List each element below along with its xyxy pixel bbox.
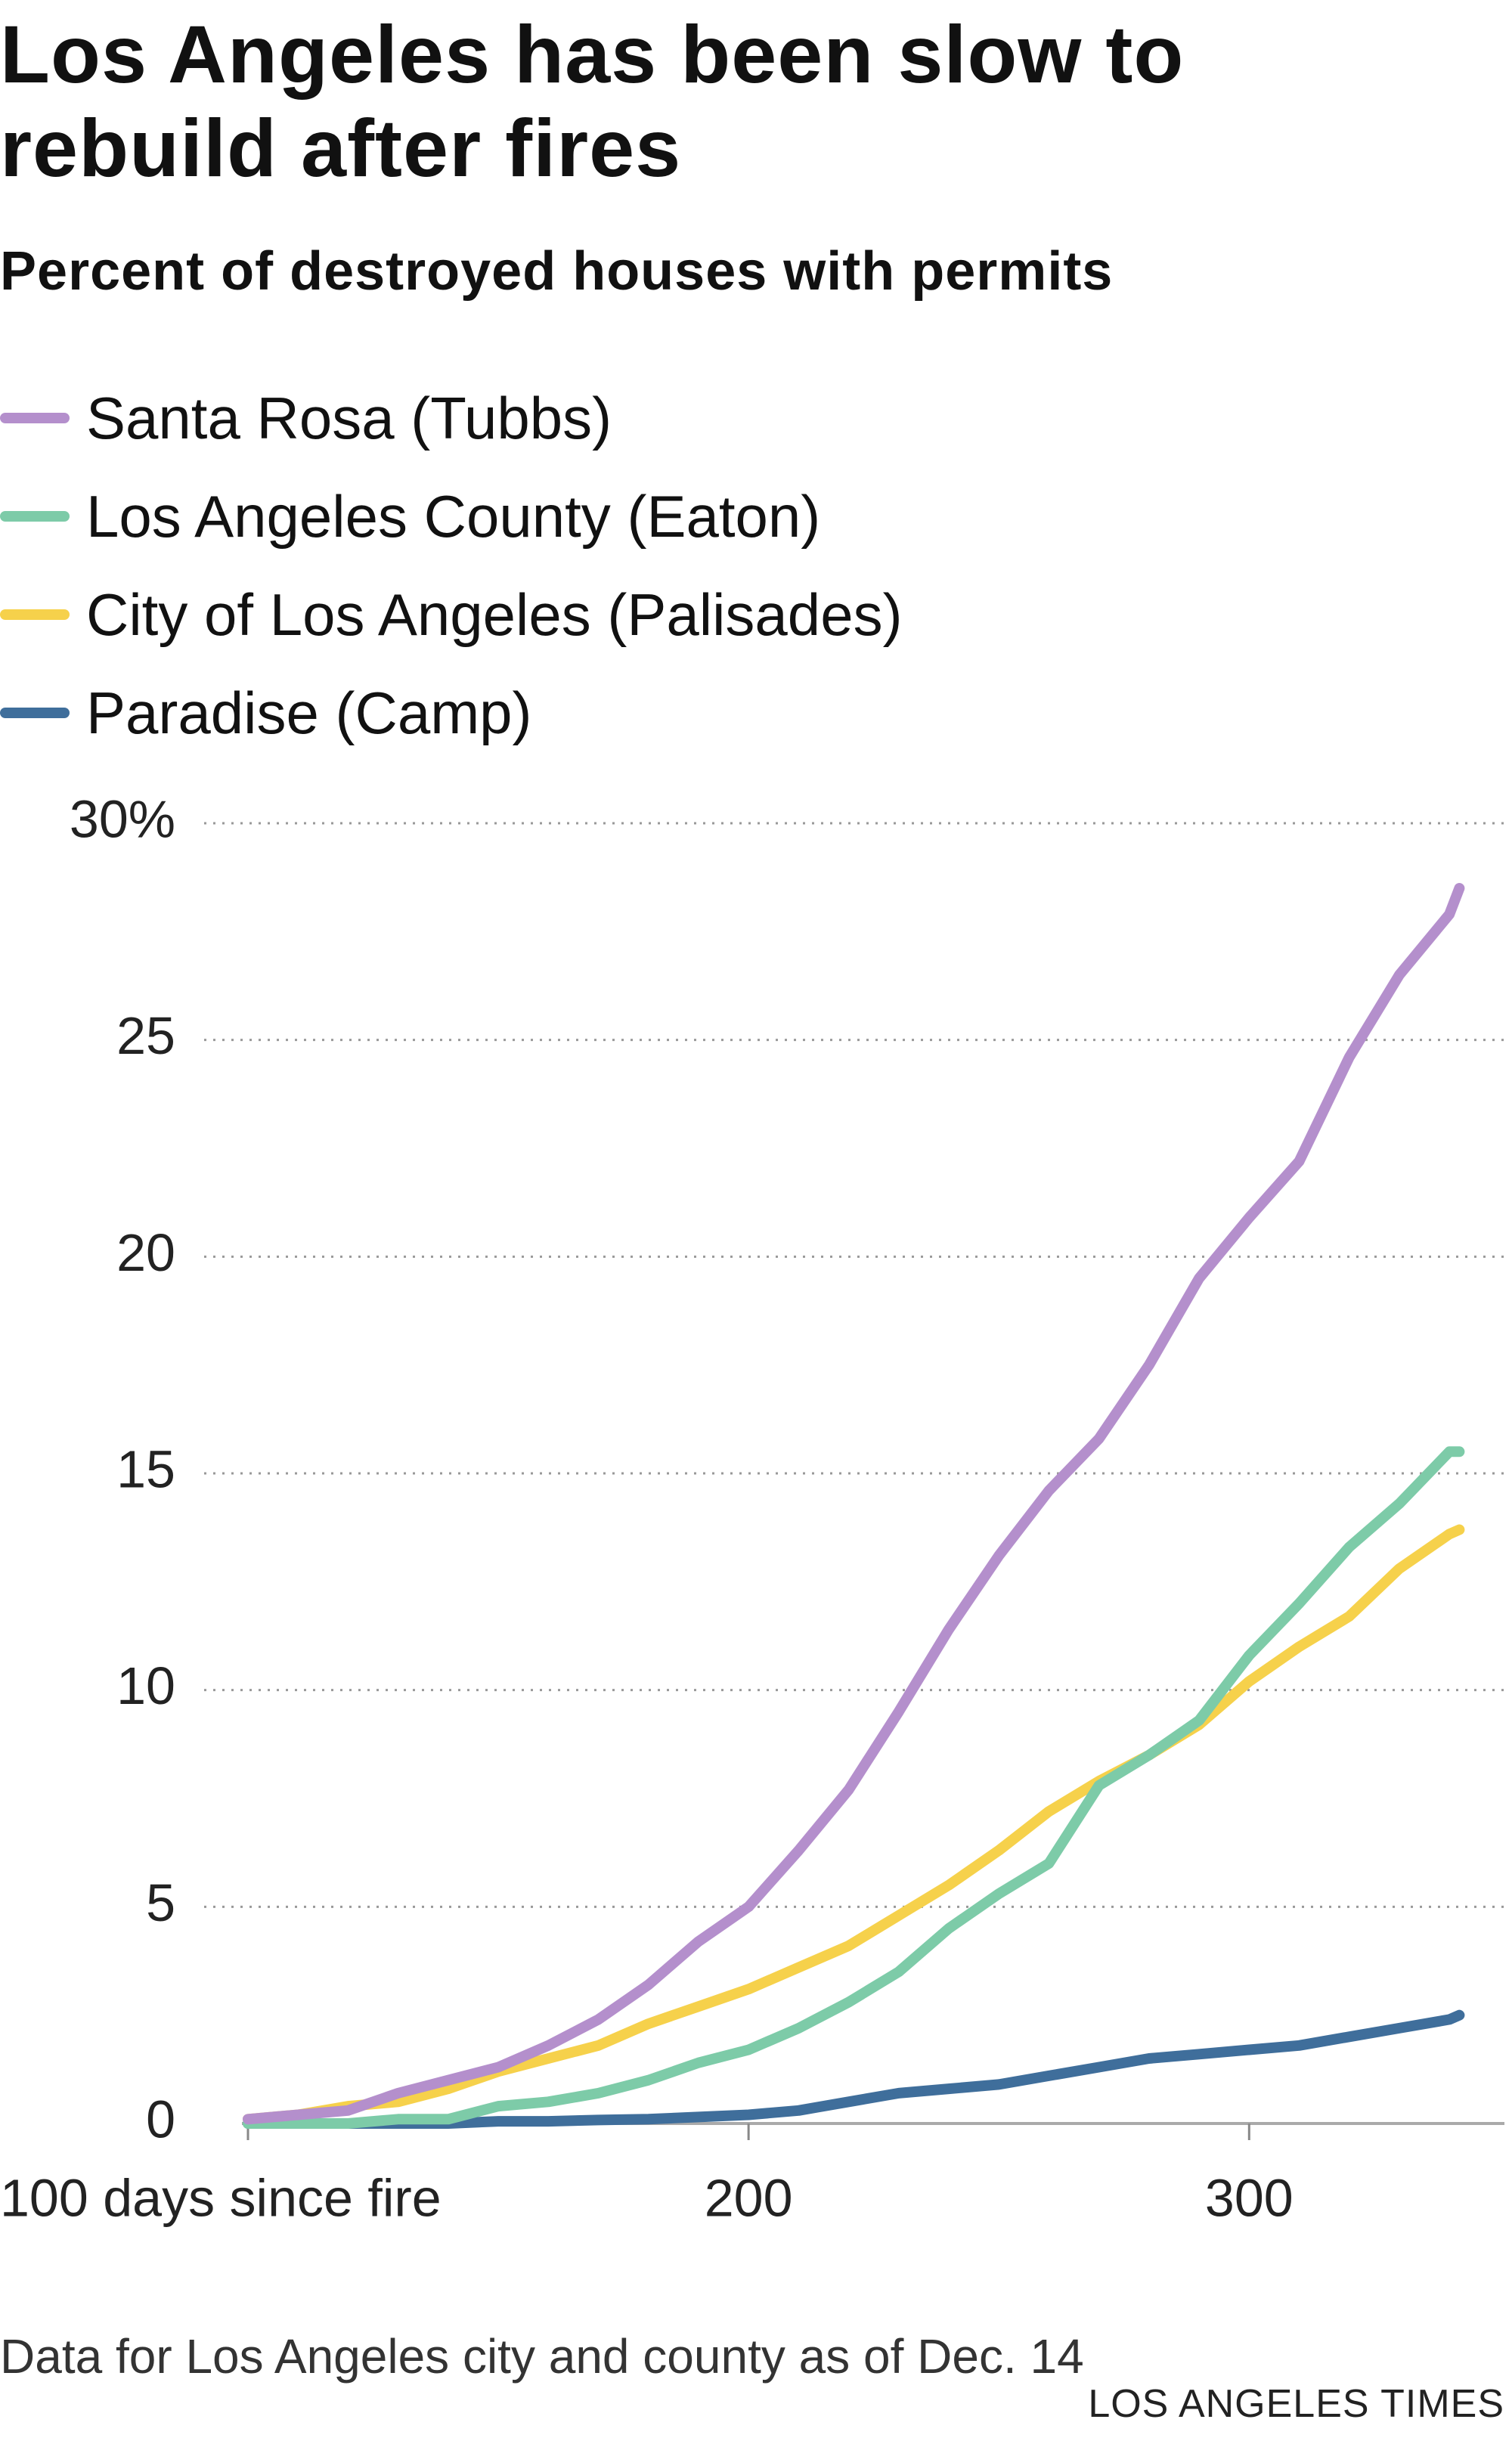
x-tick-label: 100 days since fire: [0, 2168, 442, 2227]
y-tick-label: 20: [116, 1223, 175, 1282]
legend-label: Paradise (Camp): [86, 679, 532, 746]
legend-swatch: [0, 511, 70, 522]
legend-swatch: [0, 413, 70, 423]
legend-item: City of Los Angeles (Palisades): [0, 565, 903, 664]
y-tick-label: 10: [116, 1656, 175, 1715]
chart-subtitle: Percent of destroyed houses with permits: [0, 241, 1114, 302]
series-line: [243, 883, 1465, 2125]
y-tick-label: 30%: [70, 789, 175, 848]
legend-label: Los Angeles County (Eaton): [86, 482, 821, 550]
y-tick-label: 15: [116, 1439, 175, 1498]
legend: Santa Rosa (Tubbs) Los Angeles County (Ea…: [0, 369, 903, 762]
legend-item: Santa Rosa (Tubbs): [0, 369, 903, 467]
series-line: [243, 1446, 1465, 2129]
legend-label: City of Los Angeles (Palisades): [86, 581, 903, 648]
y-tick-label: 0: [146, 2089, 175, 2148]
legend-label: Santa Rosa (Tubbs): [86, 384, 612, 451]
legend-swatch: [0, 609, 70, 620]
source: LOS ANGELES TIMES: [1088, 2382, 1504, 2426]
x-tick-label: 300: [1205, 2168, 1294, 2227]
series-line: [243, 1524, 1465, 2125]
series-line: [243, 2009, 1465, 2129]
x-tick-label: 200: [705, 2168, 793, 2227]
y-tick-label: 25: [116, 1006, 175, 1065]
legend-swatch: [0, 708, 70, 718]
y-tick-label: 5: [146, 1873, 175, 1932]
legend-item: Los Angeles County (Eaton): [0, 467, 903, 565]
footnote: Data for Los Angeles city and county as …: [0, 2329, 1084, 2384]
chart-title: Los Angeles has been slow to rebuild aft…: [0, 8, 1185, 194]
legend-item: Paradise (Camp): [0, 664, 903, 762]
